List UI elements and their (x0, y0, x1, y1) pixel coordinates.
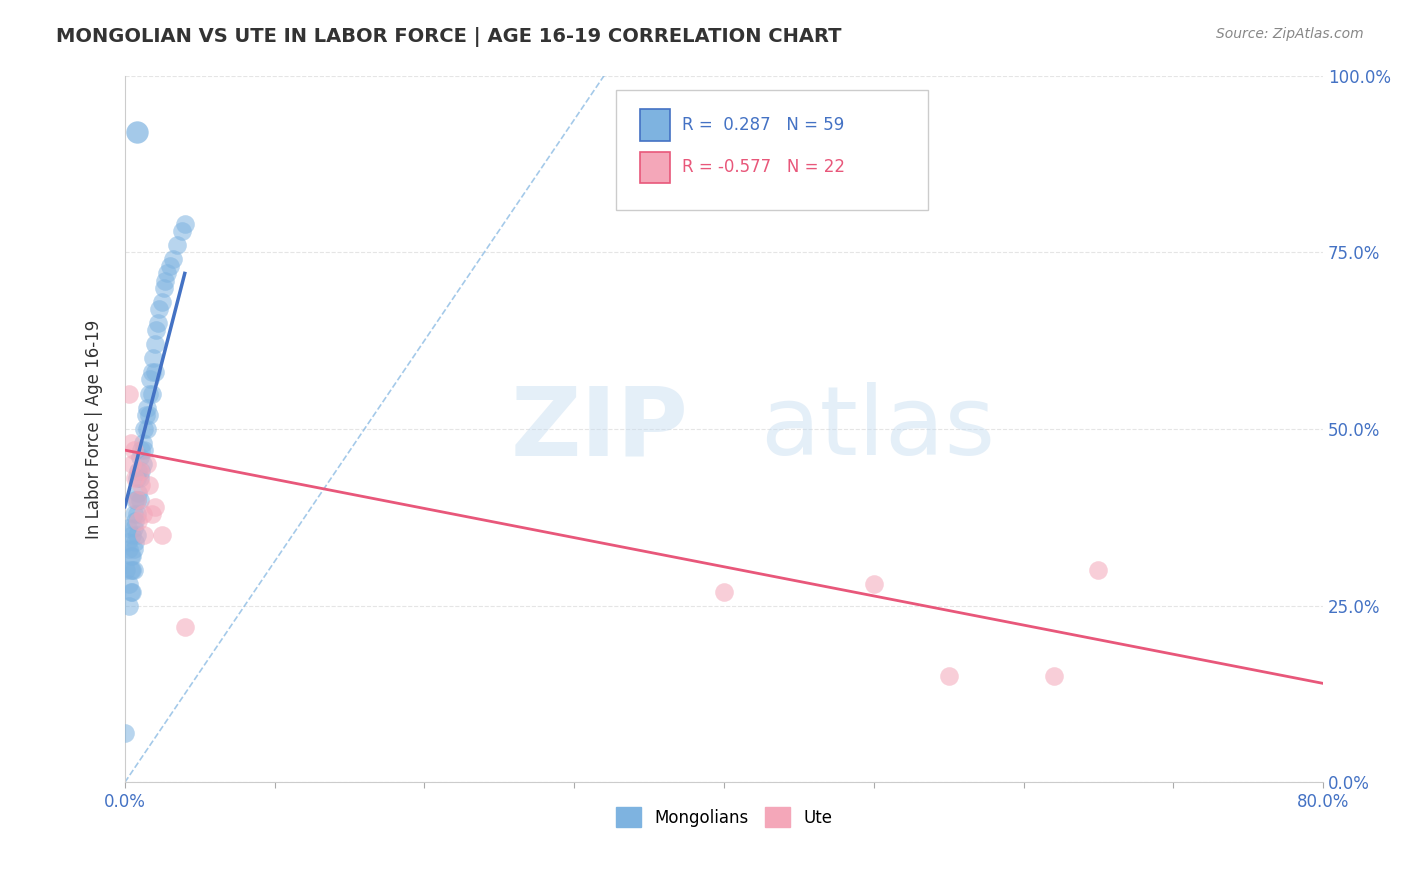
Point (125, 125, 148, 139)
Point (118, 542, 141, 557)
Point (124, 471, 146, 485)
Point (148, 301, 170, 316)
Point (124, 535, 146, 549)
Text: MONGOLIAN VS UTE IN LABOR FORCE | AGE 16-19 CORRELATION CHART: MONGOLIAN VS UTE IN LABOR FORCE | AGE 16… (56, 27, 842, 46)
Point (131, 464, 153, 478)
Point (938, 669, 960, 683)
Point (141, 507, 163, 521)
Point (132, 457, 155, 471)
Point (120, 563, 142, 577)
Point (136, 457, 159, 471)
Point (135, 408, 157, 422)
Point (136, 401, 159, 415)
Point (118, 577, 141, 591)
Point (138, 478, 160, 492)
Point (136, 422, 159, 436)
Point (173, 217, 195, 231)
Point (150, 294, 173, 309)
Point (127, 514, 149, 528)
Point (170, 224, 193, 238)
Point (121, 584, 143, 599)
Point (120, 436, 142, 450)
Text: atlas: atlas (759, 383, 995, 475)
Point (115, 563, 138, 577)
Point (156, 267, 179, 281)
Point (134, 443, 156, 458)
Point (127, 464, 149, 478)
Point (117, 535, 139, 549)
Point (121, 457, 143, 471)
Point (162, 252, 184, 267)
Point (117, 521, 139, 535)
FancyBboxPatch shape (616, 90, 928, 210)
Point (120, 549, 142, 564)
Point (125, 492, 148, 507)
Point (713, 584, 735, 599)
Point (159, 260, 181, 274)
Point (118, 599, 141, 613)
Point (1042, 669, 1064, 683)
Point (132, 507, 155, 521)
Point (124, 492, 146, 507)
Point (138, 408, 160, 422)
Point (143, 500, 166, 514)
Point (114, 726, 136, 740)
Point (121, 563, 143, 577)
Point (142, 351, 165, 366)
Text: Source: ZipAtlas.com: Source: ZipAtlas.com (1216, 27, 1364, 41)
Point (134, 528, 156, 542)
Point (139, 372, 162, 386)
Point (138, 386, 160, 401)
Point (122, 507, 145, 521)
Point (128, 450, 150, 465)
Point (143, 337, 166, 351)
Point (143, 365, 166, 379)
Point (1087, 563, 1109, 577)
Text: R = -0.577   N = 22: R = -0.577 N = 22 (682, 159, 845, 177)
Point (122, 542, 145, 557)
Point (152, 280, 174, 294)
Point (120, 584, 142, 599)
Point (127, 485, 149, 500)
Point (145, 323, 167, 337)
FancyBboxPatch shape (640, 152, 671, 184)
Text: R =  0.287   N = 59: R = 0.287 N = 59 (682, 116, 844, 134)
Point (122, 521, 145, 535)
Point (125, 471, 148, 485)
Point (118, 386, 141, 401)
Point (121, 528, 143, 542)
Point (150, 528, 173, 542)
Point (125, 507, 148, 521)
Point (125, 528, 148, 542)
FancyBboxPatch shape (640, 109, 671, 141)
Point (131, 443, 153, 458)
Point (166, 238, 188, 252)
Point (131, 478, 153, 492)
Point (121, 549, 143, 564)
Point (122, 443, 145, 458)
Point (124, 514, 146, 528)
Point (122, 563, 145, 577)
Text: ZIP: ZIP (510, 383, 688, 475)
Point (134, 422, 156, 436)
Legend: Mongolians, Ute: Mongolians, Ute (609, 800, 839, 834)
Point (125, 492, 148, 507)
Point (141, 386, 163, 401)
Point (146, 316, 169, 330)
Point (128, 464, 150, 478)
Point (173, 620, 195, 634)
Point (862, 577, 884, 591)
Point (132, 436, 155, 450)
Y-axis label: In Labor Force | Age 16-19: In Labor Force | Age 16-19 (86, 319, 103, 539)
Point (128, 471, 150, 485)
Point (128, 492, 150, 507)
Point (155, 273, 177, 287)
Point (141, 365, 163, 379)
